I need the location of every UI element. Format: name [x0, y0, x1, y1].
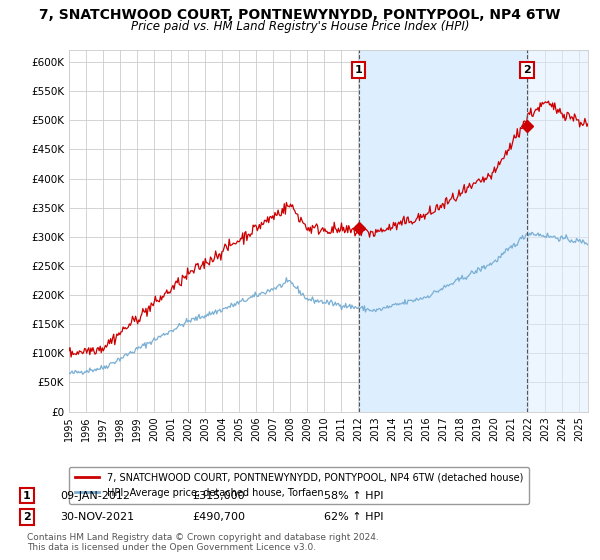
Text: 30-NOV-2021: 30-NOV-2021 [60, 512, 134, 522]
Text: £315,000: £315,000 [192, 491, 245, 501]
Text: Contains HM Land Registry data © Crown copyright and database right 2024.: Contains HM Land Registry data © Crown c… [27, 533, 379, 542]
Text: 09-JAN-2012: 09-JAN-2012 [60, 491, 130, 501]
Bar [527, 50, 588, 412]
Text: 58% ↑ HPI: 58% ↑ HPI [324, 491, 383, 501]
Text: 1: 1 [23, 491, 31, 501]
Text: 2: 2 [23, 512, 31, 522]
Text: 2: 2 [523, 65, 531, 75]
Text: 62% ↑ HPI: 62% ↑ HPI [324, 512, 383, 522]
Bar [359, 50, 527, 412]
Text: This data is licensed under the Open Government Licence v3.0.: This data is licensed under the Open Gov… [27, 543, 316, 552]
Text: £490,700: £490,700 [192, 512, 245, 522]
Legend: 7, SNATCHWOOD COURT, PONTNEWYNYDD, PONTYPOOL, NP4 6TW (detached house), HPI: Ave: 7, SNATCHWOOD COURT, PONTNEWYNYDD, PONTY… [68, 467, 529, 503]
Text: Price paid vs. HM Land Registry's House Price Index (HPI): Price paid vs. HM Land Registry's House … [131, 20, 469, 32]
Text: 1: 1 [355, 65, 362, 75]
Text: 7, SNATCHWOOD COURT, PONTNEWYNYDD, PONTYPOOL, NP4 6TW: 7, SNATCHWOOD COURT, PONTNEWYNYDD, PONTY… [40, 8, 560, 22]
